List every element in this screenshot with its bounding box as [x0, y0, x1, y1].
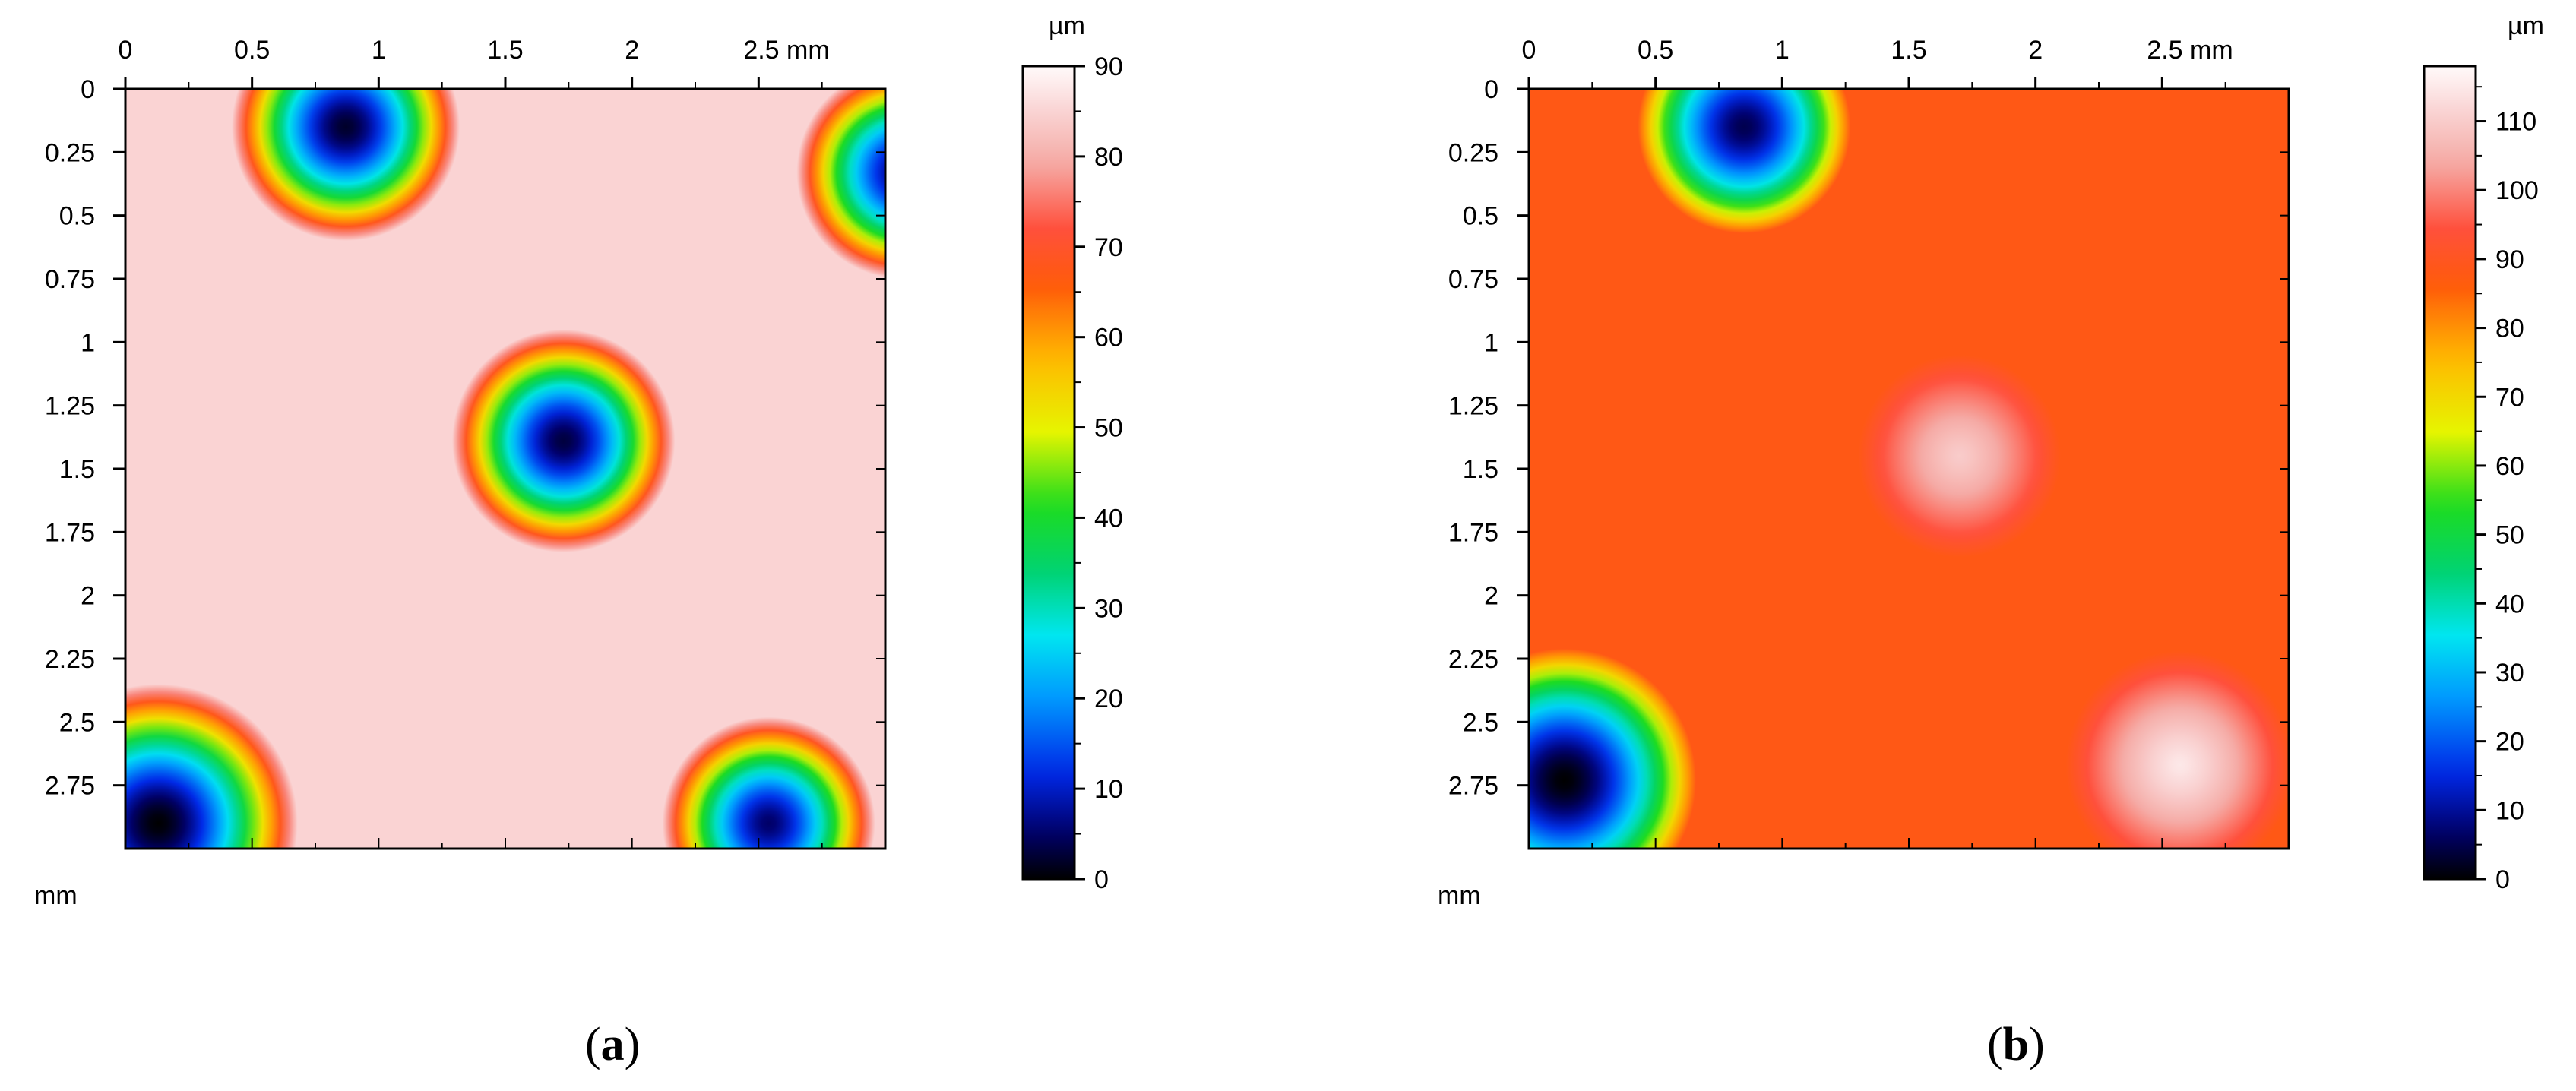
x-tick-label: 2 [2028, 36, 2043, 65]
colorbar-tick-label: 10 [1094, 775, 1123, 804]
colorbar-tick-label: 50 [2495, 521, 2524, 550]
x-tick-label: 2 [625, 36, 639, 65]
y-tick-label: 1 [1484, 328, 1498, 357]
colorbar-tick-label: 90 [2495, 245, 2524, 274]
y-axis-a: 0 0.25 0.5 0.75 1 1.25 1.5 1.75 2 2.25 2.5 2.75 [45, 75, 885, 801]
y-tick-label: 2.25 [1448, 645, 1498, 674]
y-tick-label: 0.5 [1463, 202, 1498, 231]
colorbar-tick-label: 90 [1094, 52, 1123, 81]
panel-letter-b: b [2003, 1019, 2029, 1070]
x-tick-label: 1.5 [487, 36, 523, 65]
pit-feature [796, 89, 885, 278]
chart-b: 0 0.5 1 1.5 2 2.5 mm 0 0.25 0.5 0.75 1 1.25 1.5 1.75… [1438, 11, 2544, 1070]
bump-feature [2065, 651, 2289, 849]
y-tick-label: 1.75 [45, 518, 95, 547]
y-tick-label: 2.5 [59, 708, 95, 737]
pit-feature [662, 716, 875, 849]
colorbar-tick-label: 110 [2495, 108, 2536, 137]
colorbar-tick-label: 50 [1094, 414, 1123, 443]
colorbar-tick-label: 0 [2495, 865, 2510, 894]
pit-feature [125, 684, 298, 849]
colorbar-tick-label: 70 [1094, 233, 1123, 262]
y-tick-label: 0.25 [45, 138, 95, 167]
colorbar-unit-a: µm [1049, 11, 1085, 40]
axis-unit-label-b: mm [1438, 881, 1481, 910]
bump-feature [1858, 355, 2062, 558]
axis-unit-label-a: mm [34, 881, 78, 910]
y-tick-label: 0.5 [59, 202, 95, 231]
x-tick-label: 1 [1775, 36, 1790, 65]
y-tick-label: 1.75 [1448, 518, 1498, 547]
y-tick-label: 1.5 [1463, 455, 1498, 484]
pit-feature [1638, 89, 1851, 233]
colorbar-tick-label: 40 [2495, 590, 2524, 618]
colorbar-tick-label: 80 [1094, 143, 1123, 172]
colorbar-gradient [2423, 65, 2477, 881]
y-tick-label: 0 [1484, 75, 1498, 104]
x-tick-label: 1 [372, 36, 386, 65]
x-axis-a: 0 0.5 1 1.5 2 2.5 mm [119, 36, 830, 849]
colorbar-tick-label: 0 [1094, 865, 1109, 894]
pit-feature [232, 89, 460, 241]
x-tick-label: 0.5 [1638, 36, 1673, 65]
x-tick-label: 2.5 mm [2147, 36, 2233, 65]
y-tick-label: 0.75 [45, 265, 95, 294]
x-axis-b: 0 0.5 1 1.5 2 2.5 mm [1522, 36, 2233, 849]
colorbar-tick-label: 40 [1094, 504, 1123, 533]
y-tick-label: 0 [81, 75, 95, 104]
heatmap-b [1529, 89, 2289, 849]
colorbar-tick-label: 60 [2495, 452, 2524, 481]
colorbar-tick-label: 100 [2495, 176, 2539, 205]
x-tick-label: 2.5 mm [743, 36, 829, 65]
panel-letter-a: a [601, 1019, 625, 1070]
colorbar-tick-label: 10 [2495, 796, 2524, 825]
y-tick-label: 1.25 [45, 392, 95, 421]
x-tick-label: 0.5 [234, 36, 270, 65]
y-tick-label: 2.75 [45, 772, 95, 801]
pit-feature [452, 329, 676, 552]
chart-a: 0 0.5 1 1.5 2 2.5 mm 0 0.25 0.5 0.75 1 1.25 1.5 1.75… [34, 11, 1123, 1070]
y-axis-b: 0 0.25 0.5 0.75 1 1.25 1.5 1.75 2 2.25 2.5 2.75 [1448, 75, 2289, 801]
colorbar-tick-label: 20 [1094, 685, 1123, 713]
colorbar-unit-b: µm [2508, 11, 2544, 40]
colorbar-tick-label: 30 [2495, 659, 2524, 688]
colorbar-b: 0 10 20 30 40 50 60 70 80 90 100 110 [2423, 65, 2539, 894]
y-tick-label: 2.5 [1463, 708, 1498, 737]
colorbar-tick-label: 70 [2495, 383, 2524, 412]
x-tick-label: 0 [119, 36, 133, 65]
colorbar-a: 0 10 20 30 40 50 60 70 80 90 [1021, 52, 1123, 894]
x-tick-label: 1.5 [1891, 36, 1926, 65]
heatmap-a [125, 89, 885, 849]
pit-feature [1529, 648, 1696, 849]
y-tick-label: 0.75 [1448, 265, 1498, 294]
y-tick-label: 0.25 [1448, 138, 1498, 167]
y-tick-label: 2 [1484, 582, 1498, 611]
y-tick-label: 2.25 [45, 645, 95, 674]
colorbar-tick-label: 80 [2495, 315, 2524, 343]
x-tick-label: 0 [1522, 36, 1536, 65]
y-tick-label: 2.75 [1448, 772, 1498, 801]
y-tick-label: 1.5 [59, 455, 95, 484]
panel-label-a: (a) [585, 1019, 640, 1070]
colorbar-tick-label: 20 [2495, 728, 2524, 757]
y-tick-label: 2 [81, 582, 95, 611]
colorbar-gradient [1021, 65, 1076, 881]
colorbar-tick-label: 30 [1094, 594, 1123, 623]
panel-label-b: (b) [1987, 1019, 2045, 1070]
colorbar-tick-label: 60 [1094, 324, 1123, 353]
y-tick-label: 1 [81, 328, 95, 357]
y-tick-label: 1.25 [1448, 392, 1498, 421]
